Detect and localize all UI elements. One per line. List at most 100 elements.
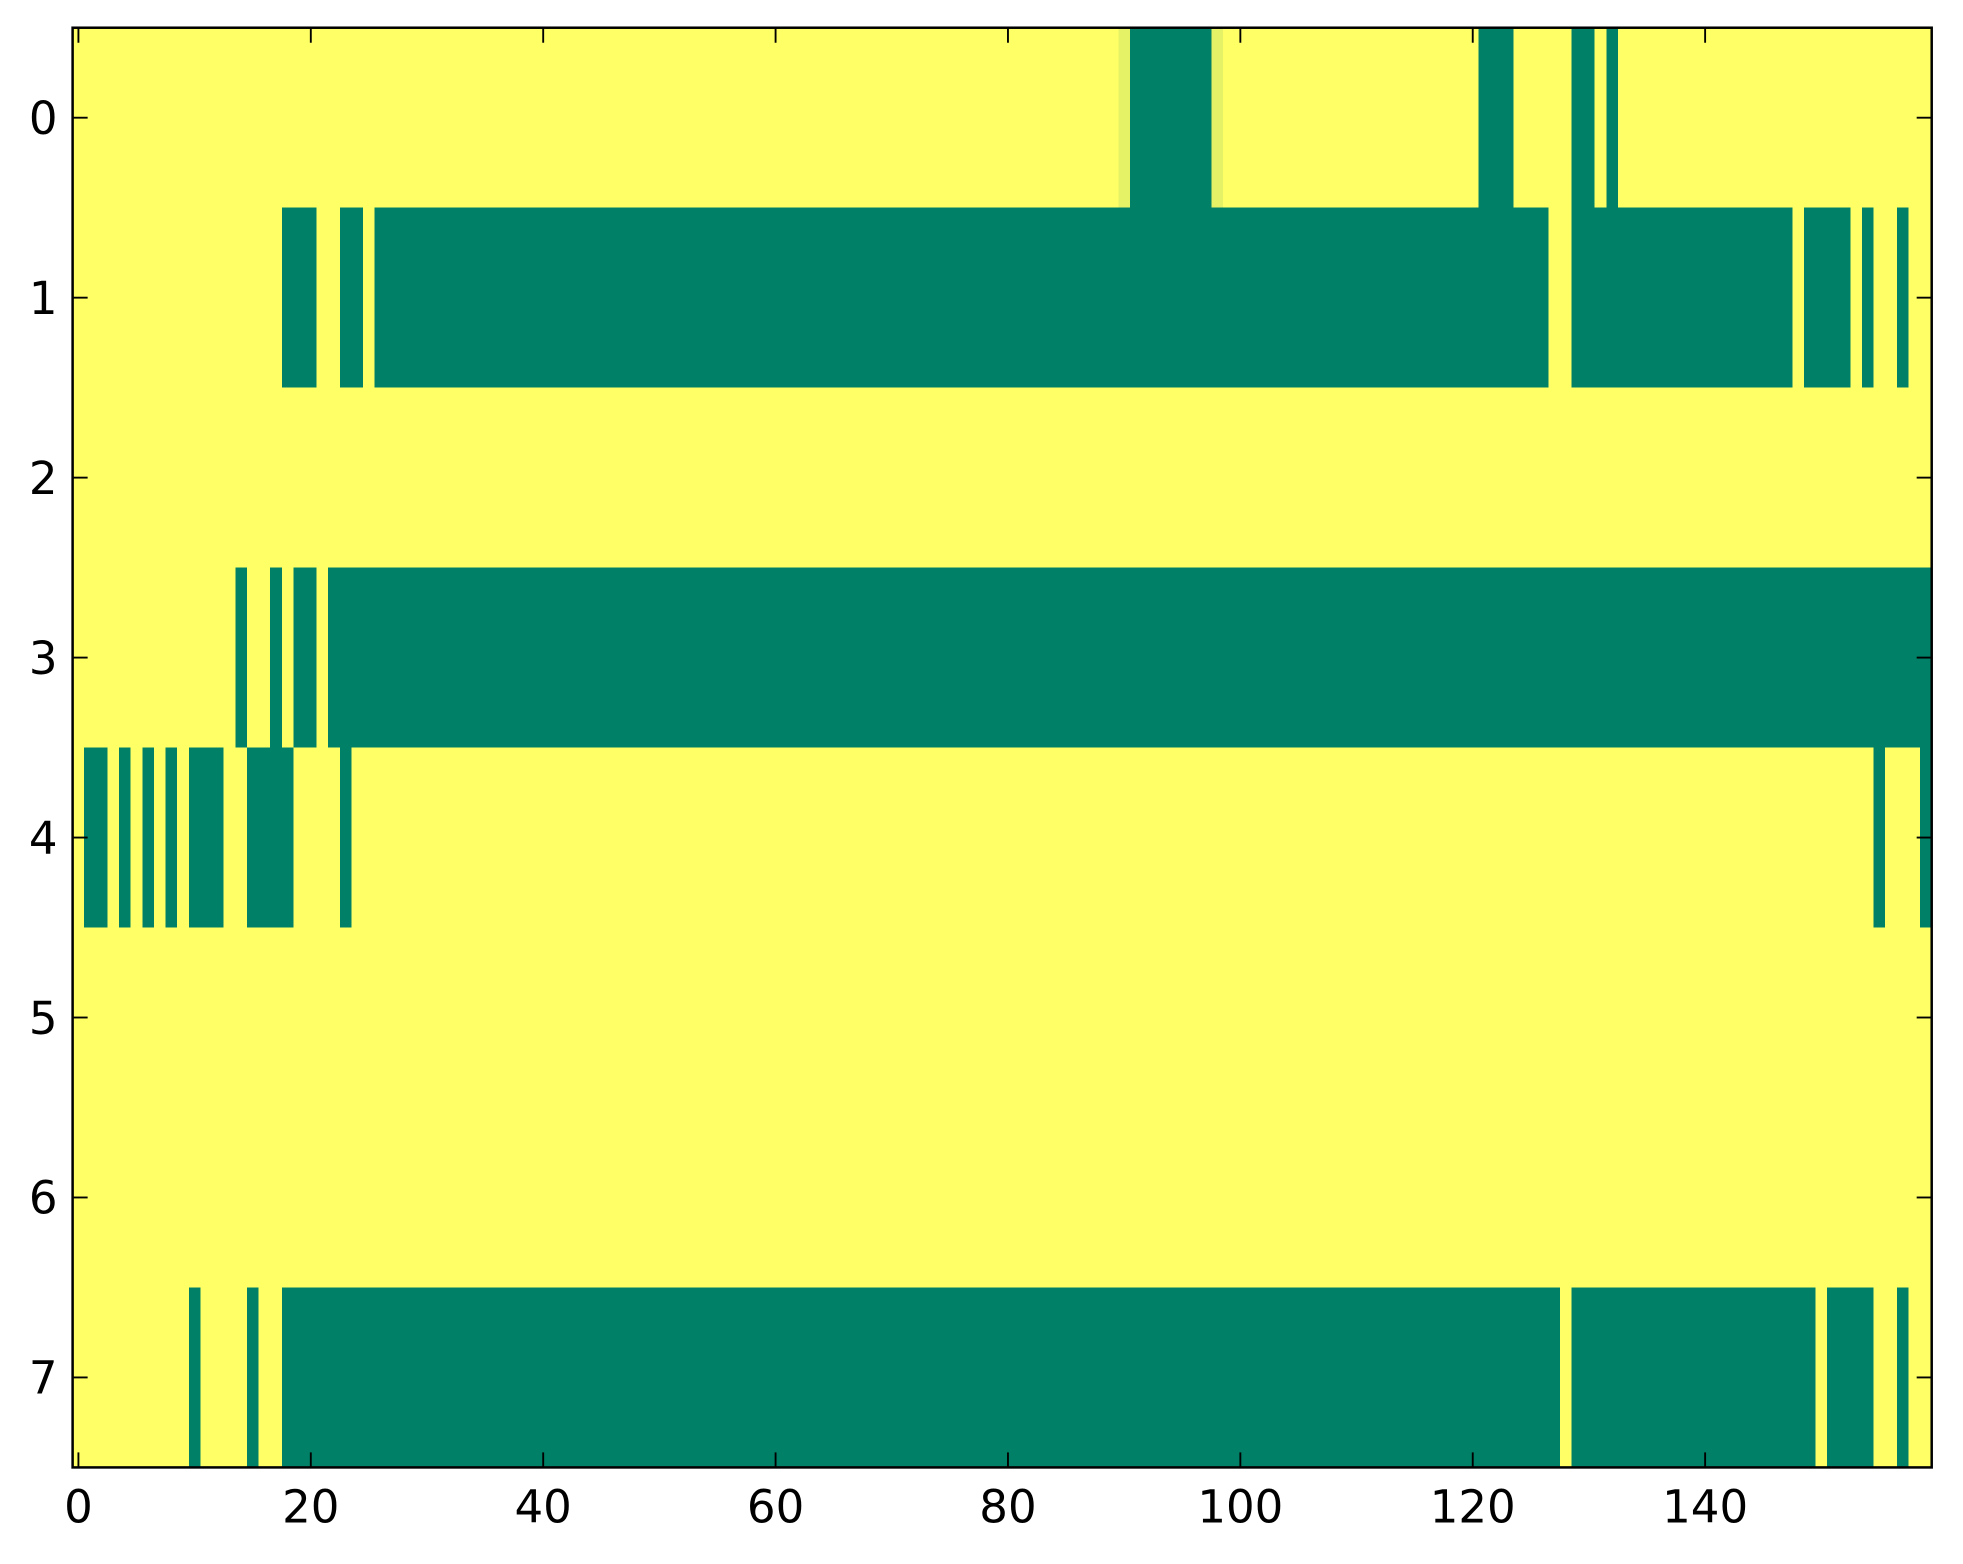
cell	[909, 1287, 922, 1469]
cell	[1536, 567, 1550, 749]
cell	[514, 1287, 527, 1469]
cell	[479, 1287, 492, 1469]
cell	[583, 927, 597, 1109]
cell	[804, 567, 817, 749]
cell	[130, 387, 144, 569]
cell	[1025, 27, 1038, 209]
cell	[1873, 747, 1886, 929]
cell	[583, 207, 597, 389]
cell	[595, 567, 608, 749]
cell	[1257, 207, 1271, 389]
cell	[816, 927, 829, 1109]
cell	[1048, 927, 1062, 1109]
cell	[1246, 27, 1259, 209]
cell	[1594, 27, 1608, 209]
cell	[1513, 27, 1526, 209]
cell	[1873, 567, 1886, 749]
cell	[572, 207, 585, 389]
cell	[1257, 567, 1271, 749]
cell	[281, 387, 295, 569]
cell	[1908, 567, 1921, 749]
cell	[467, 567, 481, 749]
cell	[734, 207, 748, 389]
cell	[944, 387, 957, 569]
cell	[897, 927, 910, 1109]
cell	[456, 387, 469, 569]
cell	[1594, 387, 1608, 569]
cell	[700, 207, 713, 389]
cell	[885, 27, 899, 209]
cell	[595, 1287, 608, 1469]
cell	[165, 927, 178, 1109]
cell	[235, 27, 248, 209]
cell	[1664, 747, 1677, 929]
cell	[758, 1107, 771, 1289]
cell	[676, 1287, 690, 1469]
cell	[1129, 747, 1143, 929]
cell	[212, 207, 225, 389]
cell	[1478, 1287, 1491, 1469]
cell	[119, 927, 132, 1109]
cell	[676, 1107, 690, 1289]
cell	[630, 927, 643, 1109]
cell	[1397, 207, 1410, 389]
cell	[1304, 387, 1317, 569]
cell	[374, 927, 388, 1109]
cell	[885, 567, 899, 749]
cell	[165, 1107, 178, 1289]
cell	[1350, 747, 1364, 929]
cell	[816, 1107, 829, 1289]
cell	[1745, 567, 1759, 749]
cell	[374, 567, 388, 749]
cell	[874, 27, 887, 209]
cell	[1594, 567, 1608, 749]
cell	[84, 207, 97, 389]
plot-frame	[71, 26, 1933, 1469]
cell	[1536, 747, 1550, 929]
cell	[246, 567, 260, 749]
cell	[467, 207, 481, 389]
cell	[1850, 207, 1863, 389]
cell	[665, 567, 678, 749]
cell	[1594, 1287, 1608, 1469]
cell	[1769, 927, 1782, 1109]
cell	[200, 387, 213, 569]
cell	[316, 567, 329, 749]
cell	[1095, 1287, 1108, 1469]
cell	[851, 1107, 864, 1289]
cell	[978, 747, 992, 929]
cell	[177, 1287, 190, 1469]
cell	[293, 1107, 306, 1289]
cell	[304, 27, 318, 209]
cell	[316, 747, 329, 929]
cell	[1060, 927, 1073, 1109]
cell	[304, 927, 318, 1109]
cell	[409, 567, 422, 749]
cell	[456, 927, 469, 1109]
cell	[1536, 1107, 1550, 1289]
cell	[1455, 927, 1468, 1109]
cell	[258, 567, 271, 749]
cell	[1873, 927, 1886, 1109]
cell	[1687, 927, 1701, 1109]
cell	[1838, 1287, 1852, 1469]
cell	[246, 207, 260, 389]
cell	[572, 27, 585, 209]
cell	[1838, 1107, 1852, 1289]
cell	[804, 27, 817, 209]
cell	[1373, 387, 1387, 569]
cell	[1002, 927, 1015, 1109]
cell	[769, 1107, 783, 1289]
cell	[525, 387, 539, 569]
cell	[467, 27, 481, 209]
cell	[1606, 927, 1619, 1109]
cell	[1432, 1287, 1445, 1469]
cell	[1292, 387, 1306, 569]
cell	[421, 1107, 434, 1289]
cell	[1676, 927, 1689, 1109]
cell	[839, 27, 852, 209]
cell	[1164, 927, 1178, 1109]
cell	[293, 927, 306, 1109]
cell	[1838, 207, 1852, 389]
cell	[1106, 927, 1120, 1109]
